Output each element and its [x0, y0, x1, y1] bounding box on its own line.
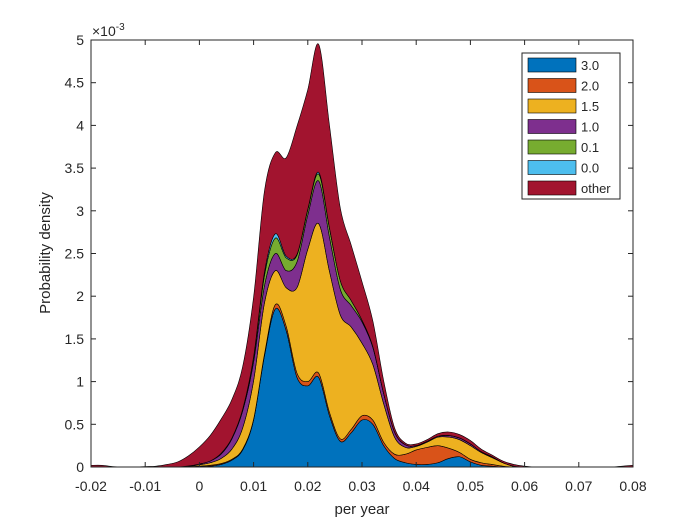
y-axis-exponent-base: ×10 [92, 23, 116, 39]
x-tick-label: 0.02 [294, 478, 321, 494]
x-tick-label: 0.04 [403, 478, 430, 494]
x-tick-label: 0.08 [619, 478, 646, 494]
legend-item-2-0: 2.0 [527, 78, 599, 94]
y-tick-label: 3.5 [65, 160, 85, 176]
y-axis-label: Probability density [37, 192, 54, 314]
y-axis-exponent: ×10-3 [92, 22, 125, 39]
y-tick-label: 0 [76, 459, 84, 475]
x-axis-ticks: -0.02 -0.01 0 0.01 0.02 0.03 0.04 0.05 0.06 0.07 0… [75, 40, 647, 494]
legend-swatch [527, 98, 577, 114]
y-tick-label: 4.5 [65, 75, 85, 91]
legend-swatch [527, 160, 577, 175]
y-tick-label: 2.5 [65, 246, 85, 262]
legend-label: 2.0 [581, 79, 599, 94]
y-tick-label: 2 [76, 288, 84, 304]
x-tick-label: 0.06 [511, 478, 538, 494]
y-tick-label: 0.5 [65, 416, 85, 432]
legend-swatch [527, 139, 577, 155]
legend-item-0-1: 0.1 [527, 139, 599, 155]
x-tick-label: -0.02 [75, 478, 107, 494]
legend-item-3-0: 3.0 [527, 57, 599, 73]
legend-label: 3.0 [581, 58, 599, 73]
legend-label: 0.1 [581, 140, 599, 155]
y-tick-label: 1.5 [65, 331, 85, 347]
y-axis-exponent-power: -3 [116, 22, 125, 33]
x-tick-label: 0.03 [348, 478, 375, 494]
x-tick-label: 0.05 [457, 478, 484, 494]
legend-item-1-0: 1.0 [527, 119, 599, 135]
legend-label: other [581, 181, 611, 196]
x-tick-label: -0.01 [129, 478, 161, 494]
y-axis-ticks: 0 0.5 1 1.5 2 2.5 3 3.5 4 4.5 5 [65, 32, 633, 475]
y-tick-label: 5 [76, 32, 84, 48]
legend-item-other: other [527, 180, 611, 196]
legend-swatch [527, 119, 577, 134]
legend-item-0-0: 0.0 [527, 160, 599, 176]
y-tick-label: 3 [76, 203, 84, 219]
legend: 3.0 2.0 1.5 1.0 0.1 0.0 other [521, 52, 621, 200]
x-tick-label: 0.07 [565, 478, 592, 494]
y-tick-label: 1 [76, 374, 84, 390]
y-tick-label: 4 [76, 117, 84, 133]
legend-label: 1.0 [581, 120, 599, 135]
x-tick-label: 0 [196, 478, 204, 494]
legend-label: 0.0 [581, 161, 599, 176]
legend-swatch [527, 78, 577, 93]
legend-swatch [527, 180, 577, 196]
x-axis-label: per year [334, 501, 389, 518]
legend-swatch [527, 57, 577, 73]
legend-label: 1.5 [581, 99, 599, 114]
x-tick-label: 0.01 [240, 478, 267, 494]
area-series-other [90, 43, 634, 468]
legend-item-1-5: 1.5 [527, 98, 599, 114]
